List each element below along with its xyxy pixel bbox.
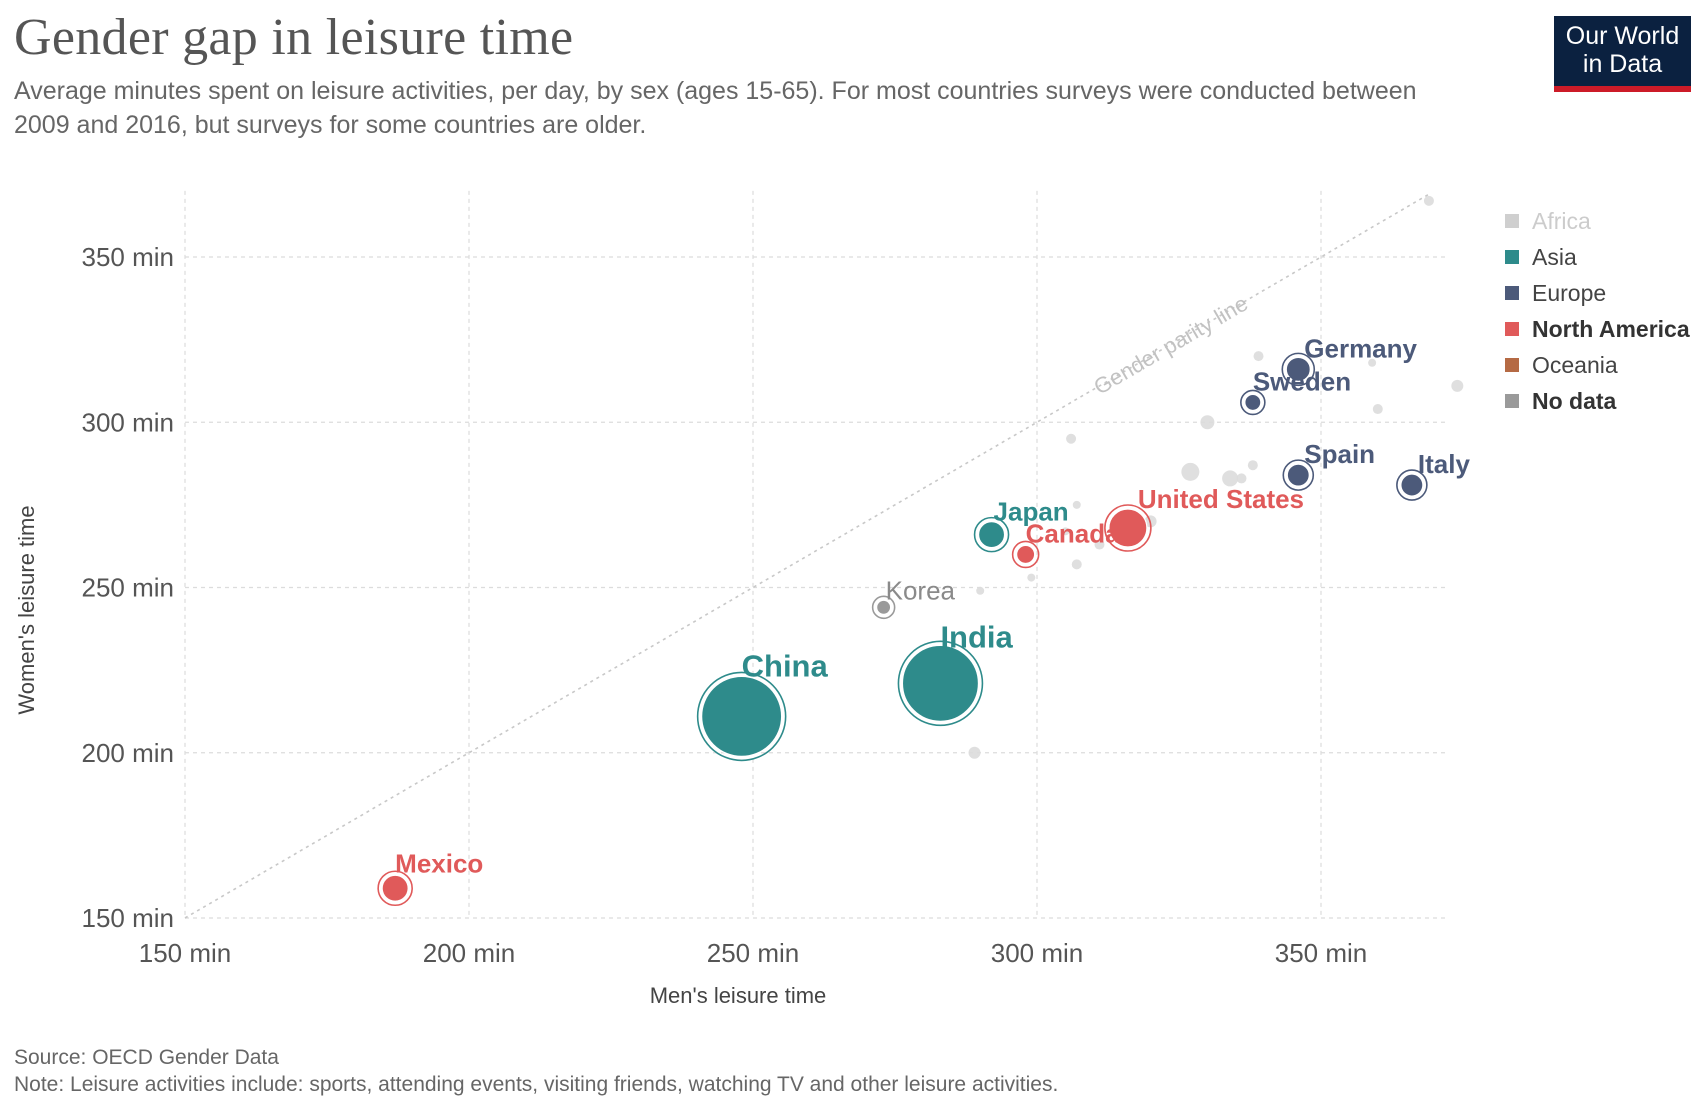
legend-swatch <box>1505 322 1519 336</box>
background-point <box>1247 460 1258 471</box>
owid-logo[interactable]: Our World in Data <box>1554 16 1691 92</box>
point-label: Japan <box>994 497 1069 527</box>
point-korea <box>876 599 892 615</box>
source-note: Source: OECD Gender Data <box>14 1046 279 1069</box>
background-point <box>1027 573 1036 582</box>
legend-item-north-america[interactable]: North America <box>1505 311 1690 347</box>
background-point <box>1451 379 1464 392</box>
background-point <box>1222 470 1239 487</box>
background-point <box>976 586 985 595</box>
background-point <box>1071 559 1082 570</box>
x-tick-label: 150 min <box>139 938 232 968</box>
background-point <box>1061 527 1070 536</box>
point-label: Mexico <box>395 848 483 878</box>
point-india <box>901 644 980 722</box>
point-spain <box>1286 463 1310 487</box>
legend-item-no-data[interactable]: No data <box>1505 383 1690 419</box>
point-label: Germany <box>1304 333 1417 363</box>
point-halo <box>1281 352 1316 387</box>
legend-swatch <box>1505 250 1519 264</box>
parity-line-group: Gender parity line <box>184 193 1430 919</box>
point-italy <box>1400 473 1424 497</box>
point-halo <box>1396 469 1428 501</box>
x-tick-label: 300 min <box>991 938 1084 968</box>
point-label: Spain <box>1304 439 1375 469</box>
background-point <box>1368 358 1377 367</box>
y-tick-label: 350 min <box>82 242 175 272</box>
point-label: Korea <box>886 575 956 605</box>
y-tick-label: 250 min <box>82 573 175 603</box>
legend-item-asia[interactable]: Asia <box>1505 239 1690 275</box>
point-halo <box>377 870 413 907</box>
footnote: Note: Leisure activities include: sports… <box>14 1073 1059 1096</box>
legend: Africa Asia Europe North America Oceania No d… <box>1505 203 1690 419</box>
point-label: China <box>742 648 829 683</box>
legend-swatch <box>1505 286 1519 300</box>
logo-line-1: Our World <box>1565 22 1680 50</box>
point-united-states <box>1108 508 1148 548</box>
point-halo <box>1282 459 1315 491</box>
background-point <box>1094 539 1105 550</box>
legend-swatch <box>1505 358 1519 372</box>
x-tick-label: 250 min <box>707 938 800 968</box>
point-label: United States <box>1138 484 1304 514</box>
background-point <box>1200 415 1215 430</box>
labeled-points <box>377 352 1428 907</box>
point-mexico <box>381 874 409 902</box>
background-point <box>1181 462 1200 481</box>
x-axis-label: Men's leisure time <box>650 983 827 1008</box>
point-halo <box>1104 504 1152 552</box>
point-japan <box>977 521 1006 549</box>
y-tick-label: 150 min <box>82 903 175 933</box>
point-halo <box>1011 540 1040 569</box>
x-tick-label: 350 min <box>1275 938 1368 968</box>
legend-swatch <box>1505 394 1519 408</box>
point-china <box>701 675 783 757</box>
legend-item-oceania[interactable]: Oceania <box>1505 347 1690 383</box>
background-point <box>1423 195 1434 206</box>
background-points <box>968 195 1464 759</box>
chart-subtitle: Average minutes spent on leisure activit… <box>14 77 1417 139</box>
legend-item-europe[interactable]: Europe <box>1505 275 1690 311</box>
background-point <box>1372 404 1383 415</box>
grid <box>184 190 1448 919</box>
point-halo <box>696 671 787 762</box>
chart-title: Gender gap in leisure time <box>14 9 574 66</box>
parity-line-label: Gender parity line <box>1089 291 1252 400</box>
gender-parity-line <box>184 193 1430 919</box>
legend-label: Africa <box>1532 207 1591 234</box>
point-label: Canada <box>1026 518 1120 548</box>
point-halo <box>871 595 896 620</box>
legend-swatch <box>1505 214 1519 228</box>
background-point <box>968 746 981 759</box>
y-axis-label: Women's leisure time <box>14 505 39 714</box>
point-halo <box>1240 389 1266 416</box>
point-canada <box>1016 544 1036 565</box>
background-point <box>1253 351 1264 362</box>
point-germany <box>1285 356 1311 382</box>
legend-label: Oceania <box>1532 351 1618 378</box>
legend-label: No data <box>1532 387 1617 414</box>
background-point <box>1236 473 1247 484</box>
y-tick-label: 300 min <box>82 407 175 437</box>
point-halo <box>973 516 1010 553</box>
legend-item-africa[interactable]: Africa <box>1505 203 1690 239</box>
logo-line-2: in Data <box>1582 50 1663 78</box>
axes: 150 min 200 min 250 min 300 min 350 min 150 m… <box>14 242 1367 1008</box>
y-tick-label: 200 min <box>82 738 175 768</box>
point-halo <box>897 640 984 727</box>
background-point <box>1072 500 1081 509</box>
point-label: Sweden <box>1253 366 1351 396</box>
point-label: India <box>940 619 1013 654</box>
legend-label: Europe <box>1532 279 1607 306</box>
x-tick-label: 200 min <box>423 938 516 968</box>
legend-label: North America <box>1532 315 1690 342</box>
point-label: Italy <box>1418 449 1471 479</box>
point-sweden <box>1244 393 1262 412</box>
legend-label: Asia <box>1532 243 1577 270</box>
background-point <box>1066 433 1077 444</box>
